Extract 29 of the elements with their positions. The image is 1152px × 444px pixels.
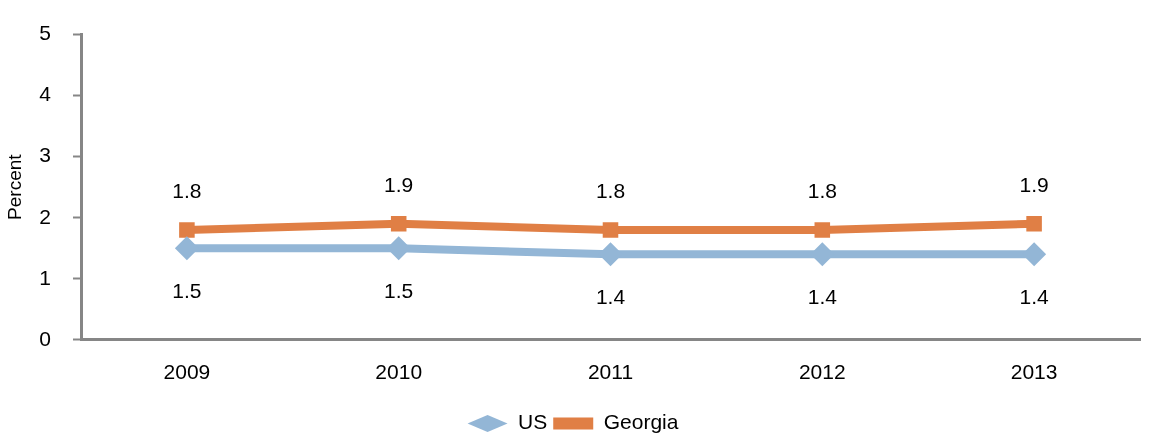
data-label: 1.9 xyxy=(384,172,414,196)
point xyxy=(814,222,831,238)
data-label: 1.9 xyxy=(1019,172,1049,196)
y-axis-title: Percent xyxy=(3,153,25,220)
y-tick-label: 4 xyxy=(39,82,52,106)
y-tick-label: 1 xyxy=(39,265,51,289)
data-label: 1.8 xyxy=(172,178,202,202)
point xyxy=(1026,216,1042,232)
point xyxy=(602,222,619,238)
data-label: 1.8 xyxy=(807,178,837,202)
data-label: 1.4 xyxy=(1019,285,1050,309)
legend-label: Georgia xyxy=(603,410,679,434)
x-tick-label: 2012 xyxy=(798,360,846,384)
x-tick-label: 2010 xyxy=(375,360,423,384)
point xyxy=(390,216,407,232)
y-tick-label: 3 xyxy=(39,143,51,167)
x-tick-label: 2011 xyxy=(587,360,634,384)
data-label: 1.8 xyxy=(595,178,626,202)
x-tick-label: 2013 xyxy=(1010,360,1058,384)
data-label: 1.4 xyxy=(595,285,626,309)
data-label: 1.5 xyxy=(172,279,202,303)
y-tick-label: 2 xyxy=(39,204,51,228)
legend-label: US xyxy=(518,410,548,434)
x-tick-label: 2009 xyxy=(163,360,211,384)
data-label: 1.5 xyxy=(384,279,414,303)
point xyxy=(179,222,195,238)
y-tick-label: 0 xyxy=(39,326,51,350)
data-label: 1.4 xyxy=(807,285,838,309)
y-tick-label: 5 xyxy=(39,21,51,45)
